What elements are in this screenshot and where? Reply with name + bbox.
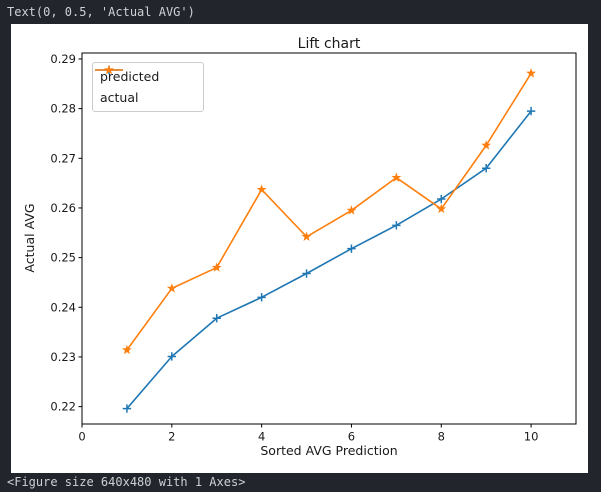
svg-text:0.25: 0.25 (50, 251, 76, 265)
legend-item-actual: actual (95, 64, 197, 108)
svg-text:4: 4 (258, 430, 265, 444)
svg-text:0.24: 0.24 (50, 300, 76, 314)
svg-text:0.22: 0.22 (50, 400, 76, 414)
svg-text:0.29: 0.29 (50, 52, 76, 66)
svg-text:6: 6 (348, 430, 355, 444)
legend-label-predicted: predicted (100, 68, 160, 84)
svg-text:0: 0 (78, 430, 85, 444)
y-axis-label: Actual AVG (22, 203, 37, 272)
svg-text:8: 8 (438, 430, 445, 444)
terminal-output-top: Text(0, 0.5, 'Actual AVG') (7, 5, 195, 19)
svg-text:0.26: 0.26 (50, 201, 76, 215)
svg-text:2: 2 (168, 430, 175, 444)
x-axis-label: Sorted AVG Prediction (260, 443, 397, 458)
chart-title: Lift chart (298, 36, 361, 52)
svg-text:0.28: 0.28 (50, 102, 76, 116)
matplotlib-figure: 0 2 4 6 8 10 0.22 0.23 0.24 0.25 0.26 0.27 0.28 0.29 … (11, 24, 588, 473)
line-star-marker-icon (95, 64, 123, 75)
axes-layer: 0 2 4 6 8 10 0.22 0.23 0.24 0.25 0.26 0.27 0.28 0.29 (50, 52, 577, 444)
legend-label-actual: actual (100, 89, 139, 105)
lift-chart-svg: 0 2 4 6 8 100.220.230.240.250.260.270.280.29 … (22, 36, 577, 458)
terminal-output-bottom: <Figure size 640x480 with 1 Axes> (7, 475, 246, 489)
series-layer (121, 68, 537, 413)
legend-box: predicted actual (92, 62, 204, 112)
svg-text:0.23: 0.23 (50, 350, 76, 364)
svg-text:0.27: 0.27 (50, 151, 76, 165)
svg-text:10: 10 (524, 430, 539, 444)
